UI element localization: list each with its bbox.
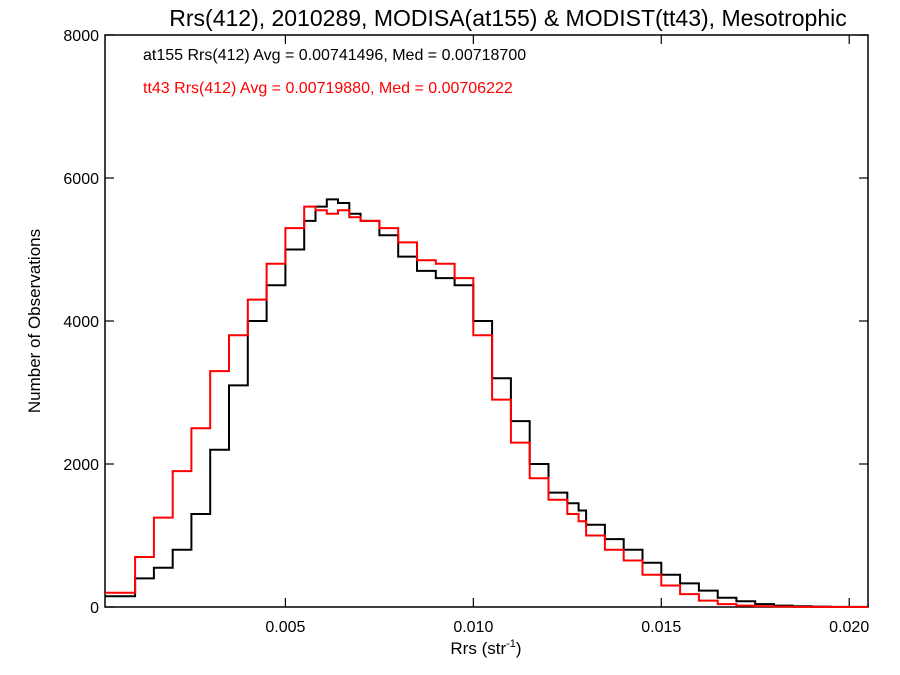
chart-title: Rrs(412), 2010289, MODISA(at155) & MODIS… <box>169 5 846 31</box>
y-axis: 0 2000 4000 6000 8000 <box>63 28 868 617</box>
series-layer <box>105 198 869 608</box>
x-tick-label: 0.010 <box>453 619 493 636</box>
y-tick-label: 4000 <box>63 314 99 331</box>
y-tick-label: 0 <box>90 600 99 617</box>
legend-entry-at155: at155 Rrs(412) Avg = 0.00741496, Med = 0… <box>143 47 526 64</box>
y-axis-label: Number of Observations <box>25 229 44 413</box>
x-axis-label-sup: -1 <box>506 638 516 650</box>
y-tick-label: 6000 <box>63 171 99 188</box>
x-axis: 0.005 0.010 0.015 0.020 <box>265 35 869 636</box>
y-tick-label: 8000 <box>63 28 99 45</box>
x-axis-label-end: ) <box>516 639 522 658</box>
x-tick-label: 0.020 <box>829 619 869 636</box>
legend-entry-tt43: tt43 Rrs(412) Avg = 0.00719880, Med = 0.… <box>143 80 513 97</box>
x-tick-label: 0.015 <box>641 619 681 636</box>
x-axis-label: Rrs (str-1) <box>450 638 521 658</box>
x-axis-label-main: Rrs (str <box>450 639 506 658</box>
x-tick-label: 0.005 <box>265 619 305 636</box>
series-line-1 <box>105 205 868 608</box>
y-tick-label: 2000 <box>63 457 99 474</box>
series-line-0 <box>105 198 869 608</box>
